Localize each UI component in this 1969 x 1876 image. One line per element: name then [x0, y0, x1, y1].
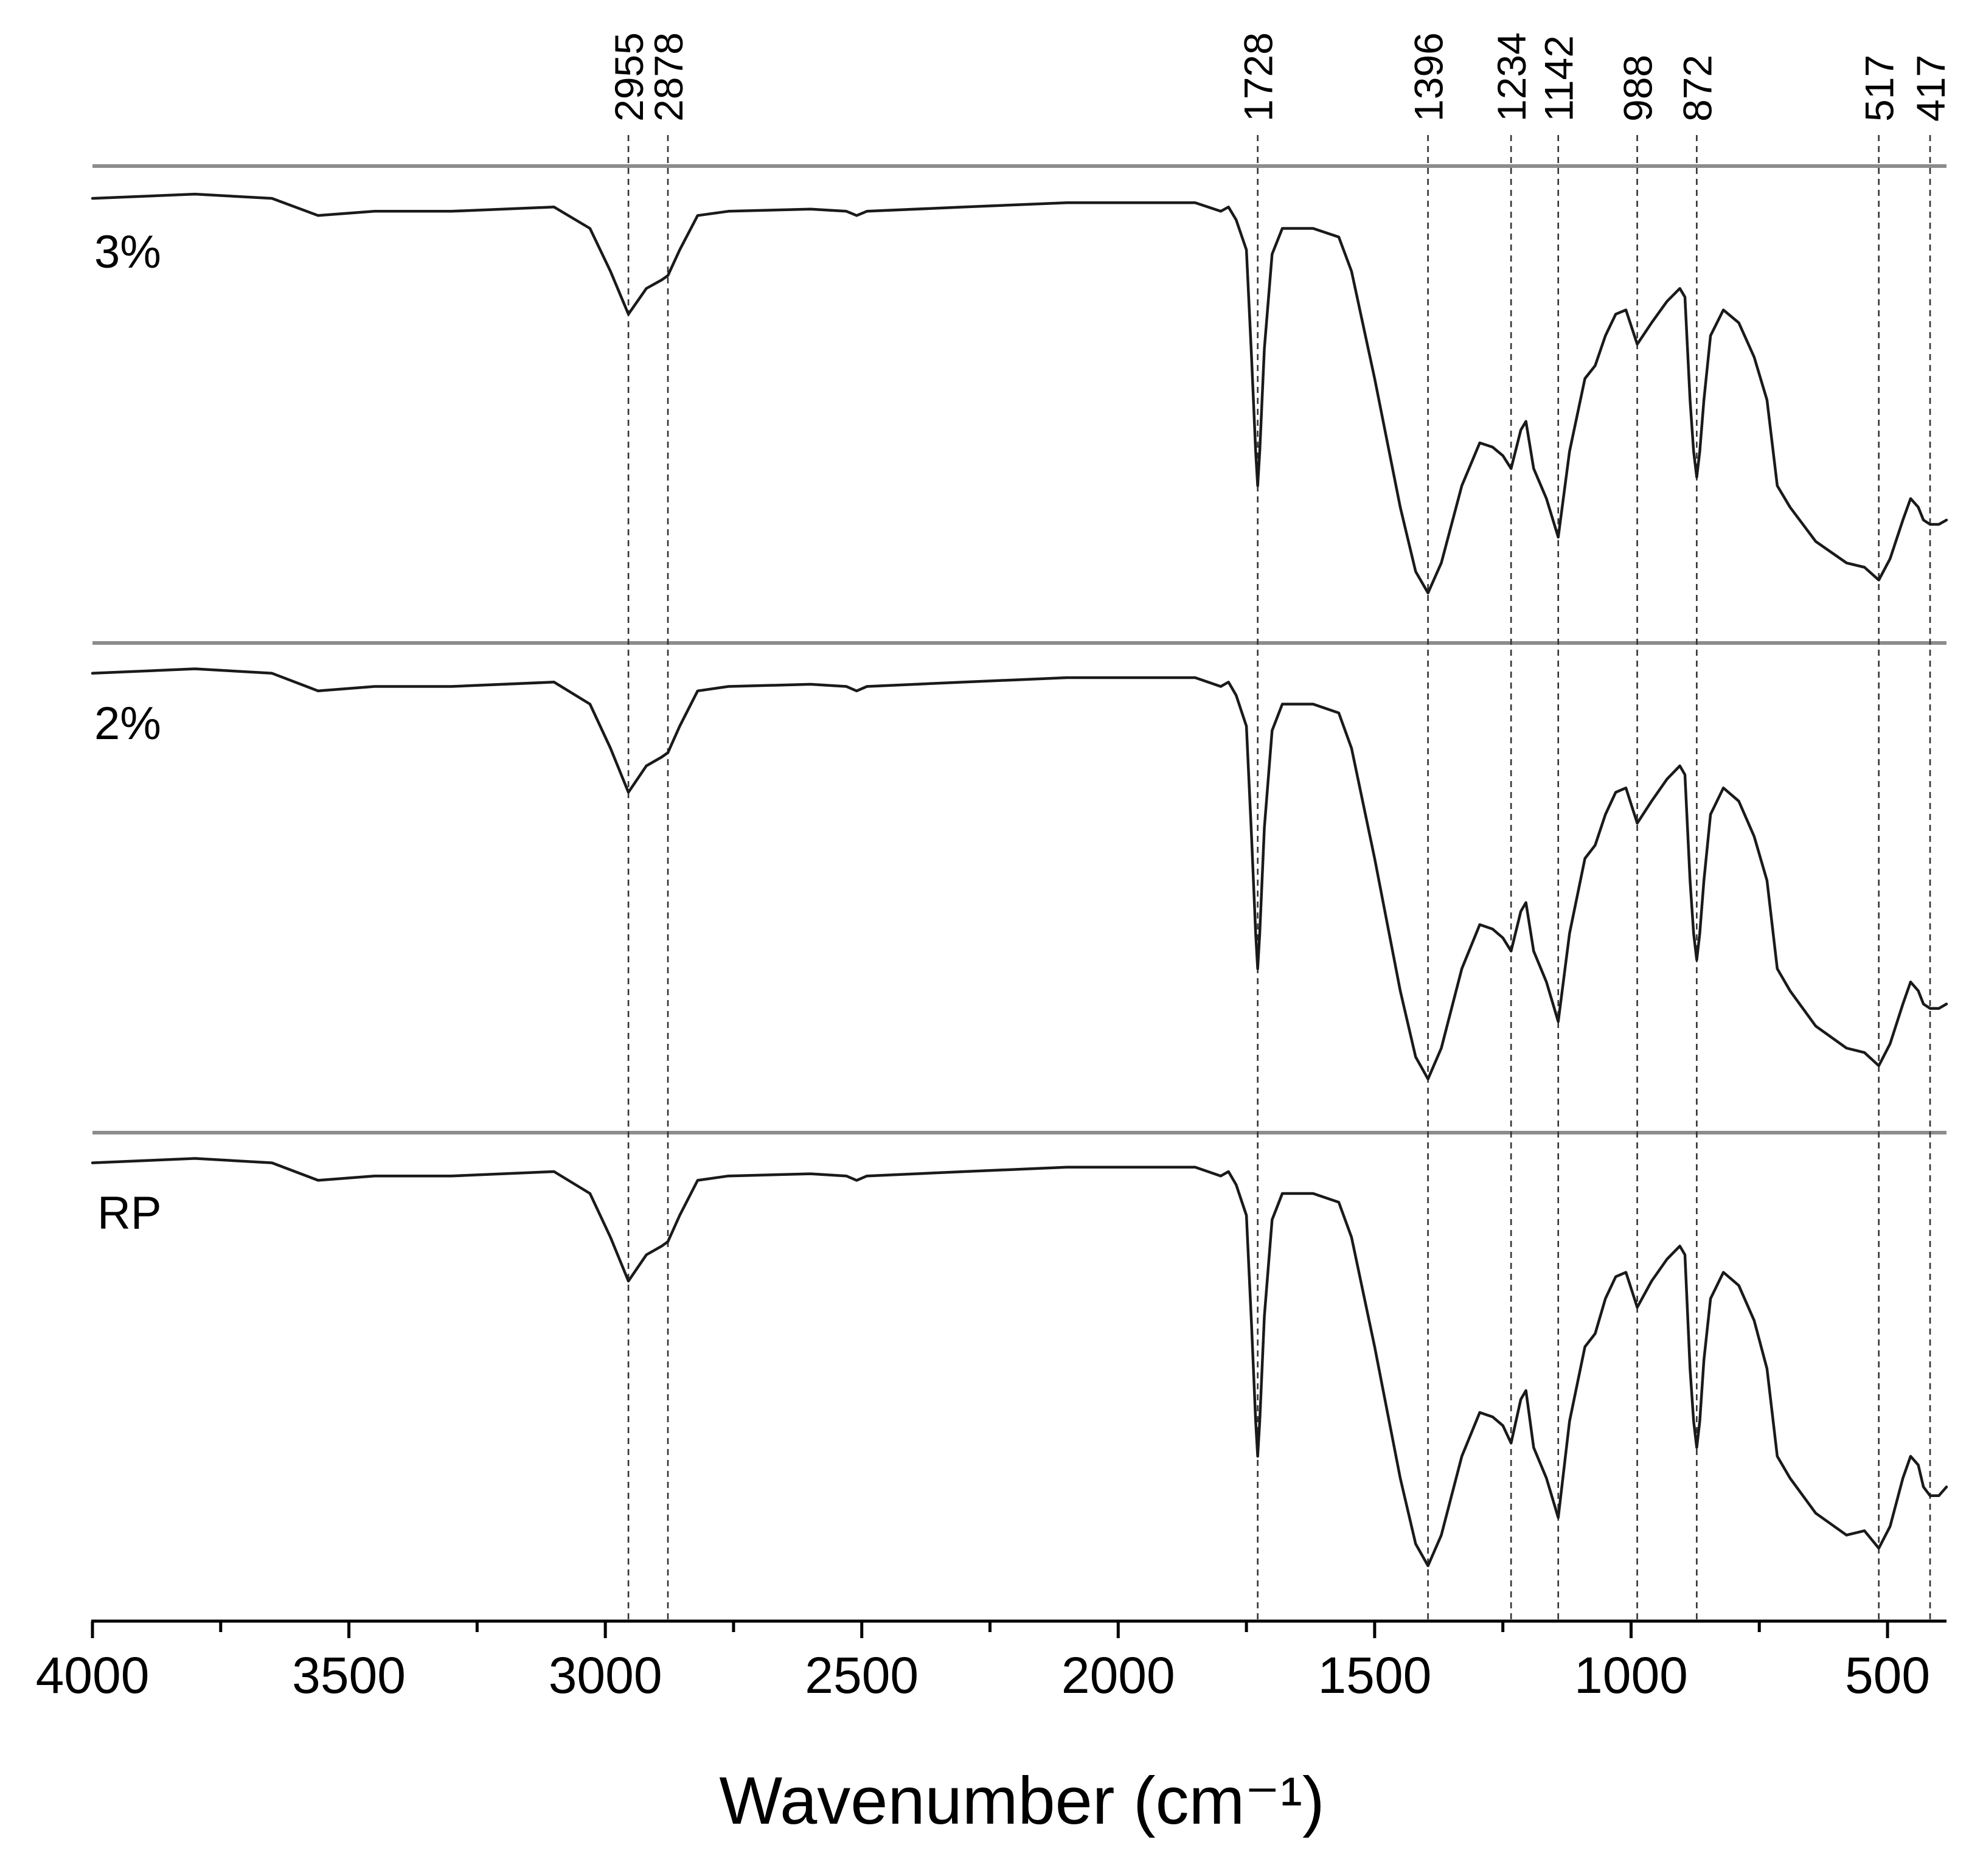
peak-label: 872 [1675, 55, 1720, 122]
x-tick-label: 500 [1845, 1647, 1930, 1704]
spectrum-3pct [91, 192, 1948, 595]
peak-label: 1234 [1489, 32, 1534, 122]
panel-baselines [92, 164, 1946, 1134]
peak-label: 517 [1857, 55, 1902, 122]
x-tick-label: 1500 [1318, 1647, 1431, 1704]
peak-label: 1142 [1537, 35, 1582, 122]
x-tick-label: 3500 [292, 1647, 406, 1704]
spectrum-2pct [91, 667, 1948, 1081]
x-tick-label: 1000 [1574, 1647, 1688, 1704]
x-tick-label: 2500 [805, 1647, 919, 1704]
peak-label: 417 [1908, 55, 1953, 122]
peak-label: 1728 [1236, 32, 1281, 122]
series-label: 3% [94, 226, 161, 278]
peak-label: 988 [1616, 55, 1661, 122]
x-tick-label: 4000 [36, 1647, 150, 1704]
x-tick-label: 2000 [1061, 1647, 1175, 1704]
peak-label: 2955 [606, 32, 651, 122]
peak-reference-lines [627, 135, 1931, 1621]
x-axis: 4000 3500 3000 2500 2000 1500 1000 500 [36, 1619, 1946, 1704]
x-tick-label: 3000 [549, 1647, 662, 1704]
peak-label: 2878 [646, 32, 691, 122]
series-label: 2% [94, 698, 161, 749]
spectra [91, 192, 1948, 1568]
series-labels: 3% 2% RP [94, 226, 162, 1239]
x-axis-title: Wavenumber (cm⁻¹) [719, 1763, 1324, 1838]
spectrum-rp [91, 1157, 1948, 1568]
peak-label: 1396 [1406, 32, 1451, 122]
series-label: RP [97, 1187, 162, 1239]
